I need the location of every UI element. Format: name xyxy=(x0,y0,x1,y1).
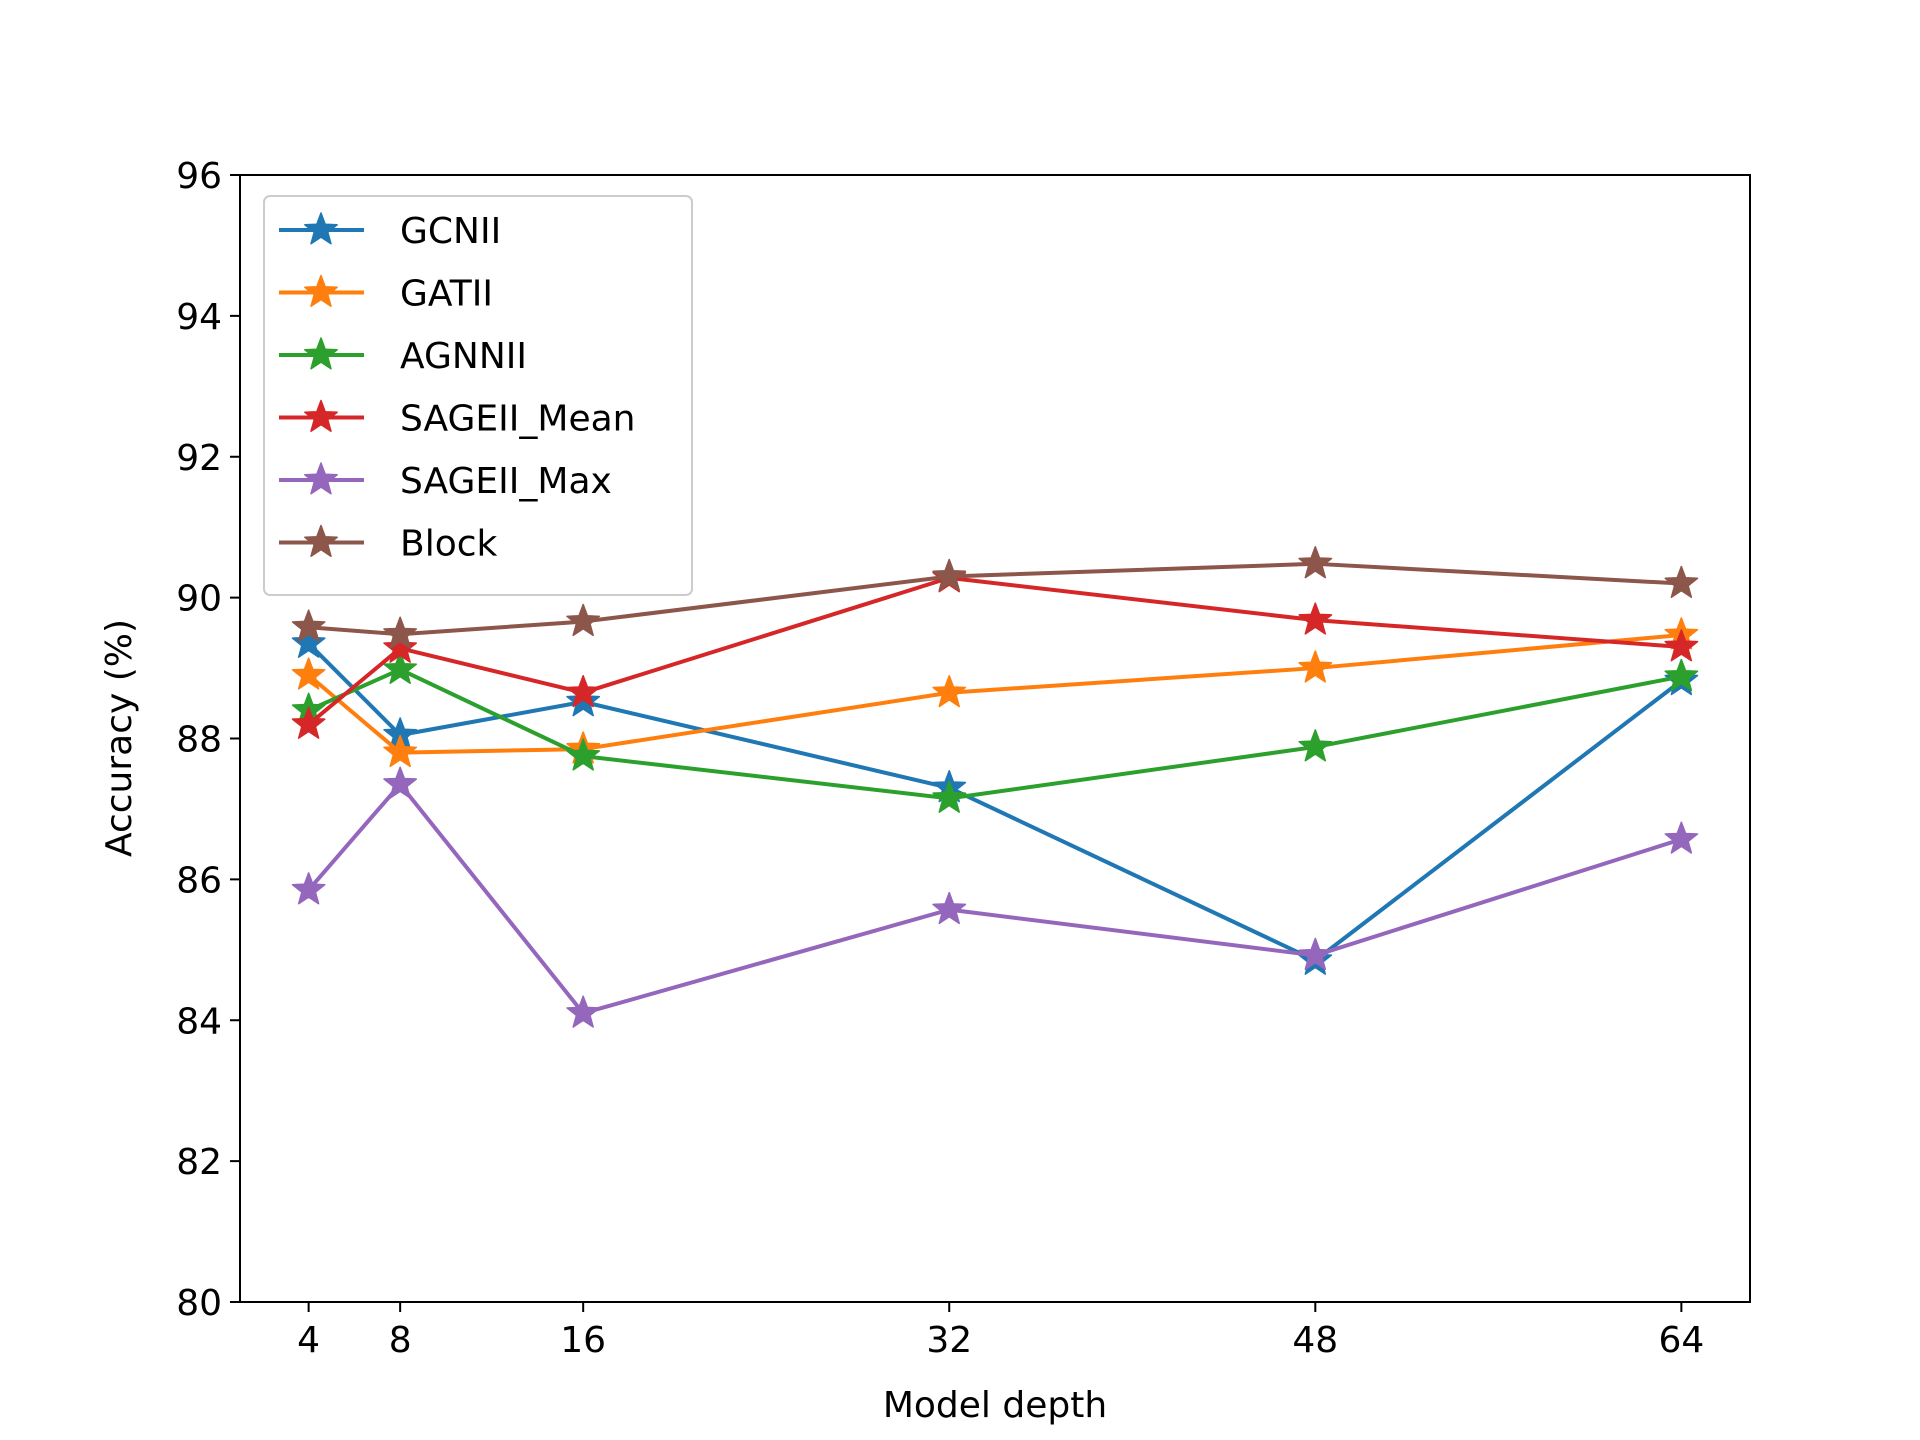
series-line-gcnii xyxy=(307,641,1683,963)
legend-label: GCNII xyxy=(400,211,501,252)
series-line-gatii xyxy=(307,632,1682,755)
data-point-sageii-mean xyxy=(1664,629,1699,662)
data-point-block xyxy=(383,616,418,649)
data-point-block xyxy=(1298,546,1333,579)
x-tick-label: 8 xyxy=(389,1320,412,1361)
series-line-agnnii xyxy=(307,667,1682,801)
data-point-agnnii xyxy=(932,780,967,813)
y-axis-label: Accuracy (%) xyxy=(99,619,140,857)
y-tick-label: 84 xyxy=(176,1001,222,1042)
data-point-gatii xyxy=(291,657,326,690)
data-point-gcnii xyxy=(291,625,326,658)
y-tick-label: 82 xyxy=(176,1142,222,1183)
legend-box xyxy=(263,195,693,596)
series-line-sageii-mean xyxy=(307,575,1682,726)
data-point-agnnii xyxy=(1298,729,1333,762)
data-point-sageii-max xyxy=(383,766,418,799)
legend-marker xyxy=(304,337,338,370)
data-point-gatii xyxy=(932,674,967,708)
data-point-agnnii xyxy=(566,738,601,771)
legend-label: SAGEII_Mean xyxy=(400,399,635,440)
data-point-sageii-mean xyxy=(291,706,326,739)
data-point-sageii-mean xyxy=(1298,602,1333,635)
y-tick-label: 96 xyxy=(176,156,222,197)
plot-lines xyxy=(291,546,1699,1028)
x-tick-label: 64 xyxy=(1658,1320,1704,1361)
data-point-sageii-max xyxy=(932,891,967,925)
legend: GCNII GATII AGNNII SAGEII_Mean SAGEII_Max Blo… xyxy=(263,195,693,596)
y-tick-label: 94 xyxy=(176,297,222,338)
series-line-sageii-max xyxy=(307,782,1682,1016)
legend-marker xyxy=(304,524,338,557)
legend-marker xyxy=(304,212,338,245)
legend-marker xyxy=(304,399,338,432)
data-point-block xyxy=(1664,565,1699,599)
legend-label: SAGEII_Max xyxy=(400,461,612,502)
y-tick-label: 92 xyxy=(176,438,222,479)
data-point-sageii-max xyxy=(1298,937,1333,970)
data-point-gatii xyxy=(383,734,418,768)
data-point-sageii-mean xyxy=(566,674,601,708)
y-tick-label: 88 xyxy=(176,720,222,761)
legend-item-sageii-mean: SAGEII_Mean xyxy=(279,399,635,440)
y-tick-label: 90 xyxy=(176,579,222,620)
data-point-block xyxy=(566,603,601,637)
legend-item-gcnii: GCNII xyxy=(279,211,501,252)
legend-item-gatii: GATII xyxy=(279,274,493,315)
data-point-sageii-mean xyxy=(383,630,418,663)
x-tick-label: 4 xyxy=(297,1320,320,1361)
x-tick-label: 16 xyxy=(560,1320,606,1361)
data-point-block xyxy=(932,558,967,591)
data-point-agnnii xyxy=(383,651,418,684)
data-point-agnnii xyxy=(1664,658,1699,692)
x-tick-label: 32 xyxy=(926,1320,972,1361)
data-point-sageii-max xyxy=(291,872,326,905)
data-point-gatii xyxy=(1298,650,1333,683)
legend-item-agnnii: AGNNII xyxy=(279,336,527,377)
y-tick-label: 80 xyxy=(176,1283,222,1324)
legend-item-sageii-max: SAGEII_Max xyxy=(279,461,612,502)
y-axis: 80 82 84 86 88 90 92 94 96 xyxy=(176,156,240,1324)
legend-marker xyxy=(304,462,338,495)
series-sageii-mean xyxy=(291,560,1699,739)
data-point-block xyxy=(291,609,326,642)
series-sageii-max xyxy=(291,766,1699,1028)
y-tick-label: 86 xyxy=(176,860,222,901)
legend-item-block: Block xyxy=(279,524,498,565)
x-axis: 4 8 16 32 48 64 xyxy=(297,1302,1704,1361)
legend-label: Block xyxy=(400,524,498,565)
x-axis-label: Model depth xyxy=(883,1385,1107,1426)
x-tick-label: 48 xyxy=(1292,1320,1338,1361)
legend-label: GATII xyxy=(400,274,493,315)
legend-label: AGNNII xyxy=(400,336,527,377)
legend-marker xyxy=(304,274,338,307)
series-block xyxy=(291,546,1699,649)
series-line-block xyxy=(308,561,1682,637)
data-point-sageii-max xyxy=(1664,821,1699,854)
data-point-sageii-max xyxy=(566,995,601,1028)
